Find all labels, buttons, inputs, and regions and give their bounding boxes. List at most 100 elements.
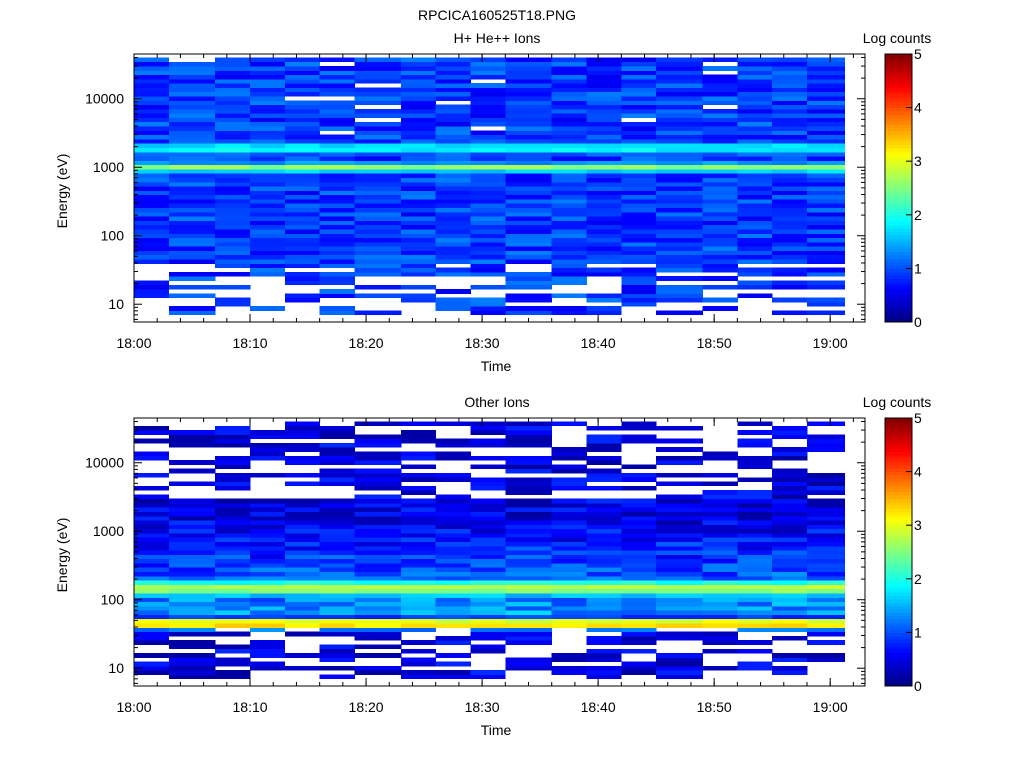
colorbar-segment [885, 662, 912, 667]
heatmap-cell [807, 220, 846, 226]
heatmap-cell [250, 588, 286, 594]
heatmap-cell [284, 203, 320, 208]
colorbar-segment [885, 285, 912, 289]
heatmap-cell [656, 173, 703, 178]
heatmap-cell [215, 203, 251, 208]
heatmap-cell [215, 78, 251, 84]
heatmap-cell [656, 100, 703, 106]
x-ticks-bottom: 18:00 18:10 18:20 18:30 18:40 18:50 19:00 [116, 418, 854, 715]
heatmap-cell [807, 164, 846, 170]
heatmap-cell [656, 498, 703, 504]
heatmap-cell [319, 160, 355, 166]
heatmap-cell [470, 554, 506, 560]
heatmap-cell [702, 528, 738, 534]
heatmap-cell [702, 276, 738, 281]
heatmap-cell [215, 554, 251, 560]
heatmap-cell [737, 203, 773, 208]
heatmap-cell [621, 284, 657, 290]
heatmap-cell [656, 254, 703, 260]
heatmap-cell [470, 421, 506, 427]
heatmap-cell [319, 134, 355, 140]
heatmap-cell [319, 250, 355, 256]
heatmap-cell [168, 250, 216, 256]
heatmap-cell [354, 160, 402, 166]
heatmap-cell [656, 618, 703, 624]
heatmap-cell [702, 233, 738, 238]
colorbar-segment [885, 201, 912, 206]
heatmap-cell [319, 580, 355, 585]
heatmap-cell [470, 481, 506, 487]
heatmap-cell [354, 284, 402, 290]
heatmap-cell [551, 151, 587, 157]
heatmap-cell [250, 254, 286, 260]
heatmap-cell [702, 490, 738, 495]
colorbar-segment [885, 501, 912, 506]
heatmap-cell [807, 91, 846, 97]
heatmap-cell [656, 87, 703, 93]
heatmap-cell [215, 584, 251, 590]
colorbar-segment [885, 157, 912, 162]
heatmap-cell [168, 113, 216, 118]
heatmap-cell [400, 601, 437, 607]
heatmap-cell [621, 627, 657, 633]
heatmap-cell [435, 211, 471, 217]
heatmap-cell [505, 229, 553, 234]
heatmap-cell [656, 666, 703, 671]
panel-top: H+ He++ Ions Log counts 18:00 18:10 18:20 1… [54, 30, 931, 374]
colorbar-segment [885, 234, 912, 239]
heatmap-cell [134, 503, 170, 508]
heatmap-cell [435, 83, 471, 88]
heatmap-cell [215, 442, 251, 448]
heatmap-cell [551, 203, 587, 208]
colorbar-segment [885, 117, 912, 122]
heatmap-cell [586, 173, 622, 178]
heatmap-cell [134, 126, 170, 131]
heatmap-cell [354, 468, 402, 474]
heatmap-cell [621, 511, 657, 517]
heatmap-cell [435, 87, 471, 93]
heatmap-cell [656, 515, 703, 521]
heatmap-cell [702, 211, 738, 217]
heatmap-cell [737, 507, 773, 512]
heatmap-cell [621, 259, 657, 264]
colorbar-segment [885, 184, 912, 189]
heatmap-cell [400, 254, 437, 260]
heatmap-cell [807, 541, 846, 547]
heatmap-cell [168, 468, 216, 474]
heatmap-cell [586, 130, 622, 136]
heatmap-cell [656, 481, 703, 487]
heatmap-cell [319, 460, 355, 465]
heatmap-cell [215, 503, 251, 508]
heatmap-cell [807, 186, 846, 191]
heatmap-cell [505, 567, 553, 572]
heatmap-cell [470, 263, 506, 269]
heatmap-cell [656, 117, 703, 123]
heatmap-cell [284, 631, 320, 637]
heatmap-cell [400, 541, 437, 547]
heatmap-cell [702, 241, 738, 247]
heatmap-cell [250, 610, 286, 615]
heatmap-cell [435, 130, 471, 136]
heatmap-cell [168, 430, 216, 435]
heatmap-cell [737, 541, 773, 547]
heatmap-cell [470, 610, 506, 615]
heatmap-cell [250, 224, 286, 230]
heatmap-cell [470, 151, 506, 157]
heatmap-cell [656, 511, 703, 517]
heatmap-cell [470, 134, 506, 140]
heatmap-cell [807, 498, 846, 504]
heatmap-cell [215, 70, 251, 76]
heatmap-cell [505, 610, 553, 615]
heatmap-cell [737, 91, 773, 97]
heatmap-cell [807, 147, 846, 153]
heatmap-cell [737, 117, 773, 123]
heatmap-cell [134, 593, 170, 598]
heatmap-cell [354, 100, 402, 106]
heatmap-cell [621, 173, 657, 178]
heatmap-cell [284, 169, 320, 174]
heatmap-cell [435, 511, 471, 517]
heatmap-cell [168, 653, 216, 658]
heatmap-cell [586, 425, 622, 431]
x-tick-label: 18:40 [581, 699, 616, 715]
heatmap-cell [319, 156, 355, 161]
